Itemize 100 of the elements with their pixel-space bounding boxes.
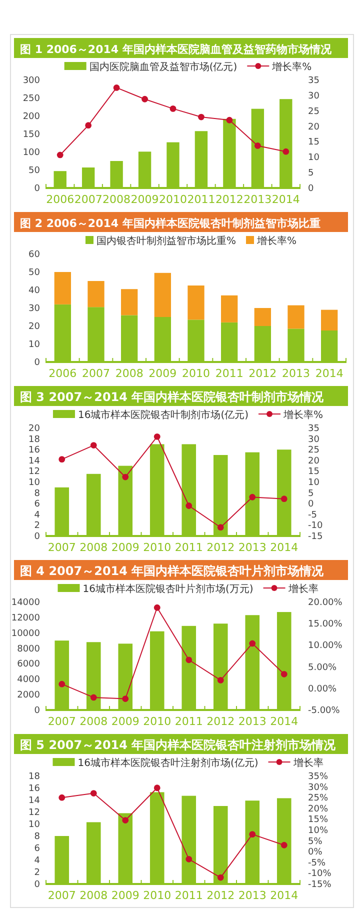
x-tick-label: 2011: [187, 193, 216, 206]
y-tick-label: 2: [34, 868, 40, 878]
bar: [188, 286, 204, 320]
y-tick-label: 300: [22, 76, 40, 86]
y-tick-label: 200: [22, 112, 40, 122]
point: [198, 114, 204, 120]
y-tick-label: 2000: [17, 690, 40, 701]
point: [249, 831, 256, 838]
y2-tick-label: -10: [308, 521, 323, 532]
point: [226, 116, 233, 124]
legend-label: 增长率: [292, 757, 324, 769]
y2-tick-label: 20: [308, 122, 320, 132]
y2-tick-label: 35: [308, 76, 320, 86]
x-tick-label: 2013: [238, 889, 266, 902]
x-tick-label: 2014: [272, 193, 300, 206]
y2-tick-label: 20%: [308, 804, 328, 814]
x-tick-label: 2007: [48, 889, 76, 902]
y-tick-label: 14: [28, 456, 40, 466]
y2-tick-label: 0: [308, 184, 314, 194]
bar: [254, 308, 271, 326]
x-tick-label: 2012: [206, 715, 235, 728]
point: [58, 794, 66, 801]
point: [122, 696, 129, 702]
y2-tick-label: 15: [308, 138, 320, 148]
y2-tick-label: 15%: [308, 815, 328, 826]
point: [90, 442, 97, 448]
x-tick-label: 2007: [48, 541, 76, 554]
point: [85, 122, 92, 129]
bar: [321, 310, 338, 330]
y-tick-label: 8: [34, 832, 40, 842]
y-tick-label: 6000: [17, 660, 40, 670]
legend-label: 增长率%: [282, 409, 324, 421]
x-tick-label: 2013: [238, 715, 266, 728]
legend-label: 增长率: [287, 583, 318, 595]
y-tick-label: 8: [34, 488, 40, 499]
y-tick-label: 0: [34, 184, 40, 194]
y-tick-label: 0: [34, 706, 40, 716]
legend-label: 增长率%: [271, 61, 312, 73]
x-tick-label: 2013: [238, 541, 266, 554]
y-tick-label: 10000: [11, 628, 40, 639]
point: [122, 474, 129, 480]
bar: [54, 272, 71, 304]
y-tick-label: 50: [28, 268, 40, 278]
point: [154, 784, 160, 792]
point: [90, 694, 97, 701]
chart-title: 图 1 2006～2014 年国内样本医院脑血管及益智药物市场情况: [20, 43, 332, 56]
x-tick-label: 2009: [111, 889, 140, 902]
chart-title: 图 4 2007～2014 年国内样本医院银杏叶片剂市场情况: [20, 564, 325, 578]
point: [122, 817, 129, 824]
point: [217, 524, 224, 531]
point: [154, 604, 160, 611]
bar: [88, 281, 104, 308]
x-tick-label: 2006: [48, 367, 77, 380]
y-tick-label: 60: [28, 250, 40, 260]
legend-label: 增长率%: [256, 235, 297, 247]
y-tick-label: 16: [28, 784, 40, 794]
y-tick-label: 12000: [11, 613, 40, 624]
y2-tick-label: 5: [308, 488, 314, 499]
y2-tick-label: 30: [308, 91, 320, 102]
y2-tick-label: 0%: [308, 848, 323, 858]
y-tick-label: 4: [34, 856, 40, 866]
point: [280, 670, 288, 678]
x-tick-label: 2007: [48, 715, 76, 728]
point: [58, 680, 66, 688]
x-tick-label: 2008: [80, 889, 108, 902]
y2-tick-label: 5.00%: [308, 662, 338, 673]
x-tick-label: 2014: [315, 367, 344, 380]
y-tick-label: 250: [22, 94, 40, 104]
y-tick-label: 10: [28, 478, 40, 488]
y2-tick-label: -5%: [308, 858, 326, 868]
point: [90, 790, 97, 796]
y-tick-label: 16: [28, 446, 40, 456]
y2-tick-label: 0.00%: [308, 684, 338, 694]
y-tick-label: 20: [28, 424, 40, 434]
point: [254, 142, 261, 149]
x-tick-label: 2013: [244, 193, 272, 206]
point: [282, 148, 290, 155]
y-tick-label: 50: [28, 166, 40, 176]
x-tick-label: 2009: [148, 367, 177, 380]
point: [280, 842, 288, 848]
y-tick-label: 6: [34, 844, 40, 854]
chart-title: 图 3 2007～2014 年国内样本医院银杏叶制剂市场情况: [20, 390, 325, 404]
x-tick-label: 2010: [143, 889, 172, 902]
point: [142, 96, 148, 102]
y2-tick-label: -15%: [308, 880, 332, 890]
y-tick-label: 40: [28, 286, 40, 296]
y2-tick-label: 15.00%: [308, 620, 343, 630]
point: [170, 105, 176, 112]
point: [217, 676, 224, 684]
point: [280, 496, 288, 502]
point: [56, 152, 64, 158]
y2-tick-label: 35: [308, 424, 320, 434]
bar: [288, 305, 304, 329]
x-tick-label: 2010: [143, 541, 172, 554]
x-tick-label: 2012: [215, 193, 244, 206]
x-tick-label: 2013: [282, 367, 310, 380]
x-tick-label: 2014: [270, 715, 298, 728]
chart-title: 图 2 2006～2014 年国内样本医院银杏叶制剂益智市场比重: [20, 217, 320, 230]
y-tick-label: 0: [34, 532, 40, 542]
y2-tick-label: 30%: [308, 782, 328, 793]
